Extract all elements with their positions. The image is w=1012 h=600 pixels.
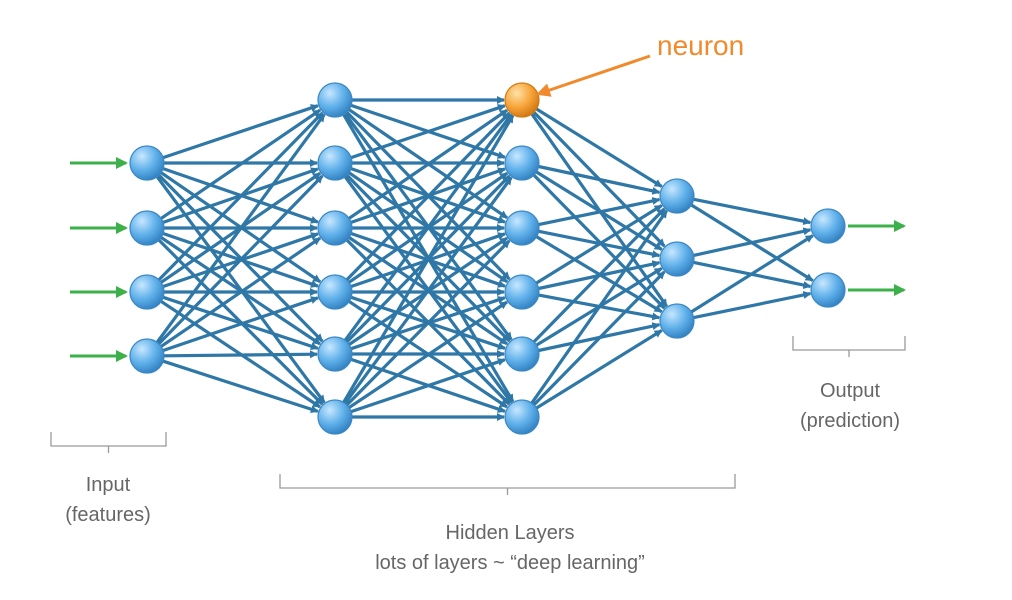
hidden-2-neuron: [504, 145, 540, 181]
hidden-label-line1: Hidden Layers: [445, 522, 575, 544]
input-label-line1: Input: [85, 474, 131, 496]
connection-edge: [343, 176, 513, 405]
connection-edge: [535, 329, 663, 410]
connection-edge: [532, 207, 666, 344]
hidden-1-neuron: [317, 336, 353, 372]
output-label-line2: (prediction): [799, 410, 901, 432]
io-arrows: [70, 157, 906, 362]
hidden-1-neuron: [317, 145, 353, 181]
connection-edge: [532, 173, 666, 310]
connection-edge: [532, 270, 666, 407]
brackets: [50, 336, 906, 495]
connection-edge: [157, 111, 324, 282]
connection-edge: [163, 350, 318, 359]
callout-arrow-icon: [536, 54, 651, 97]
hidden-2-neuron: [504, 336, 540, 372]
highlighted-neuron: [504, 82, 540, 118]
connection-edge: [535, 107, 663, 188]
hidden-3-neuron: [659, 178, 695, 214]
connection-edge: [342, 114, 515, 404]
hidden-2-neuron: [504, 399, 540, 435]
hidden-layers-label: Hidden Layers lots of layers ~ “deep lea…: [300, 518, 720, 578]
hidden-2-neuron: [504, 274, 540, 310]
connection-edge: [160, 108, 322, 220]
input-neuron: [129, 274, 165, 310]
connection-edge: [162, 359, 319, 414]
connection-edge: [538, 164, 661, 195]
connection-edge: [345, 239, 511, 407]
input-label: Input (features): [48, 470, 168, 530]
connection-edge: [348, 108, 509, 220]
connection-edge: [162, 296, 319, 353]
connection-edge: [155, 113, 326, 344]
hidden-1-neuron: [317, 274, 353, 310]
output-label: Output (prediction): [775, 376, 925, 436]
input-label-line2: (features): [65, 504, 151, 526]
hidden-1-neuron: [317, 210, 353, 246]
connection-edge: [348, 300, 508, 409]
connection-edge: [535, 204, 663, 285]
hidden-1-neuron: [317, 82, 353, 118]
input-neuron: [129, 210, 165, 246]
hidden-label-line2: lots of layers ~ “deep learning”: [375, 552, 645, 574]
output-label-line1: Output: [819, 380, 881, 402]
output-neuron: [810, 272, 846, 308]
connection-edge: [690, 234, 814, 314]
connection-edge: [538, 197, 661, 227]
hidden-3-neuron: [659, 303, 695, 339]
connection-edge: [343, 113, 513, 342]
input-bracket: [50, 432, 167, 453]
connection-edge: [693, 197, 812, 226]
connection-edge: [530, 209, 669, 405]
connection-edge: [157, 174, 324, 345]
connections: [155, 96, 814, 421]
hidden-1-neuron: [317, 399, 353, 435]
input-neuron: [129, 145, 165, 181]
hidden-2-neuron: [504, 210, 540, 246]
output-neuron: [810, 208, 846, 244]
output-bracket: [792, 336, 906, 357]
connection-edge: [345, 111, 511, 281]
connection-edge: [160, 236, 322, 348]
input-neuron: [129, 338, 165, 374]
connection-edge: [350, 358, 506, 414]
connection-edge: [693, 291, 812, 320]
neuron-callout-label: neuron: [657, 30, 745, 61]
connection-edge: [162, 104, 319, 160]
connection-edge: [350, 104, 506, 160]
hidden-3-neuron: [659, 241, 695, 277]
neurons: [129, 82, 846, 435]
connection-edge: [693, 227, 812, 257]
hidden-layers-bracket: [279, 474, 736, 495]
